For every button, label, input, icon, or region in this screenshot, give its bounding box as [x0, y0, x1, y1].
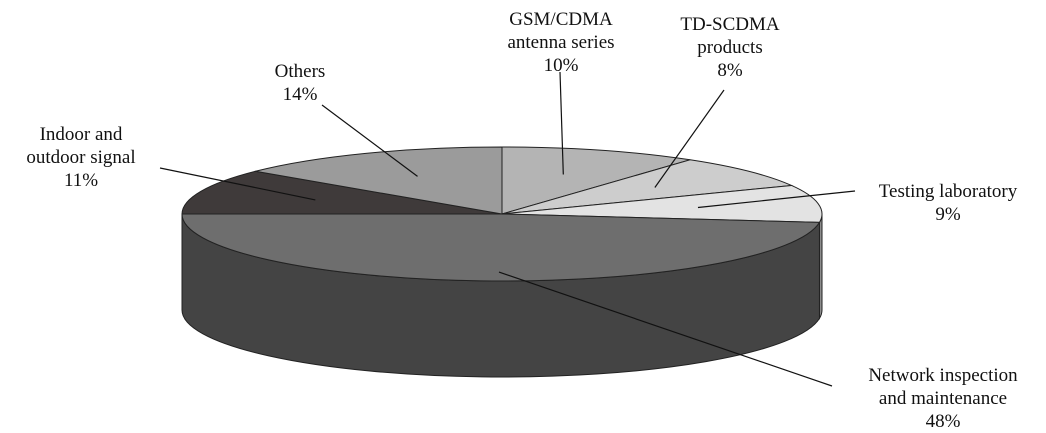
slice-label-network-line2: and maintenance	[878, 388, 1008, 409]
slice-label-testing: Testing laboratory 9%	[858, 180, 1038, 226]
slice-label-network: Network inspection and maintenance 48%	[850, 364, 1036, 433]
slice-label-gsm-line1: GSM/CDMA	[509, 9, 613, 30]
slice-value-indoor: 11%	[63, 170, 99, 191]
pie-slice-tdscdma	[501, 159, 794, 215]
slice-value-tdscdma: 8%	[717, 60, 743, 81]
leader-line-tdscdma	[654, 89, 725, 188]
slice-label-indoor: Indoor and outdoor signal 11%	[6, 123, 156, 192]
leader-line-others	[321, 104, 418, 177]
slice-label-gsm-line2: antenna series	[507, 32, 615, 53]
pie-slice-indoor	[181, 170, 503, 215]
slice-value-testing: 9%	[935, 204, 961, 225]
slice-label-indoor-line1: Indoor and	[39, 124, 123, 145]
pie-slice-testing	[501, 184, 823, 223]
slice-value-others: 14%	[282, 84, 318, 105]
pie-slice-others	[255, 146, 503, 215]
leader-line-gsm	[559, 71, 564, 175]
slice-label-network-line1: Network inspection	[868, 365, 1018, 386]
pie-slice-gsm	[501, 146, 691, 215]
slice-value-network: 48%	[925, 411, 961, 432]
pie-slice-network	[181, 213, 821, 282]
leader-line-network	[498, 271, 833, 387]
slice-label-gsm: GSM/CDMA antenna series 10%	[486, 8, 636, 77]
pie-top	[181, 146, 823, 282]
leader-lines	[159, 71, 856, 387]
leader-line-testing	[697, 190, 856, 209]
slice-label-others: Others 14%	[250, 60, 350, 106]
slice-label-testing-line1: Testing laboratory	[878, 181, 1018, 202]
slice-label-tdscdma-line2: products	[697, 37, 763, 58]
slice-value-gsm: 10%	[543, 55, 579, 76]
slice-label-tdscdma-line1: TD-SCDMA	[680, 14, 780, 35]
slice-label-indoor-line2: outdoor signal	[26, 147, 136, 168]
leader-line-indoor	[159, 167, 316, 201]
slice-label-tdscdma: TD-SCDMA products 8%	[660, 13, 800, 82]
slice-label-others-line1: Others	[274, 61, 326, 82]
